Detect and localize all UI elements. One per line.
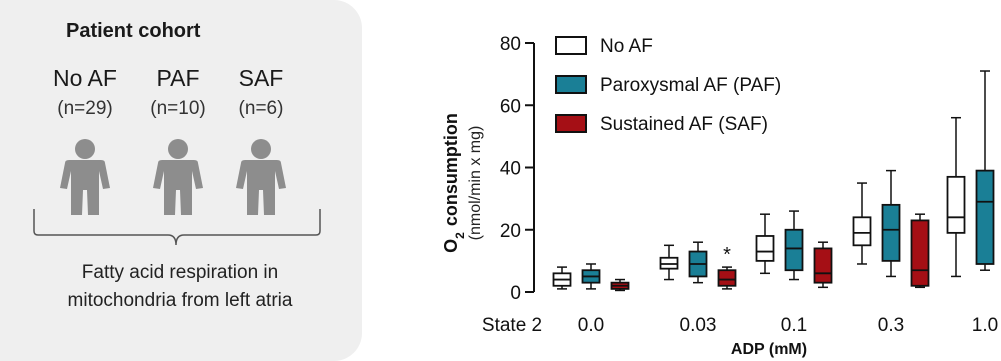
group-count-saf: (n=6) <box>238 98 284 119</box>
y-tick-label: 40 <box>500 159 521 180</box>
significance-mark: * <box>723 244 731 266</box>
box-saf <box>910 213 930 289</box>
box-no_af <box>552 266 572 290</box>
box-no_af <box>659 244 679 281</box>
svg-text:O2consumption: O2 consumption <box>441 113 467 253</box>
legend: No AF Paroxysmal AF (PAF) Sustained AF (SA… <box>555 36 781 135</box>
legend-swatch-no_af <box>555 36 587 55</box>
y-label-units: (nmol/min x mg) <box>467 126 484 241</box>
group-count-no-af: (n=29) <box>57 98 113 119</box>
group-name-no-af: No AF <box>53 65 117 91</box>
box-paf <box>581 263 601 290</box>
x-axis-label: ADP (mM) <box>731 341 807 358</box>
y-tick-label: 80 <box>500 34 521 55</box>
legend-swatch-saf <box>555 114 587 133</box>
caption-line-2: mitochondria from left atria <box>67 290 293 311</box>
box-iqr <box>784 228 804 272</box>
x-tick-label: 0.3 <box>878 315 904 336</box>
box-saf <box>610 278 630 292</box>
box-paf <box>688 241 708 284</box>
group-count-paf: (n=10) <box>150 98 206 119</box>
box-no_af <box>946 116 966 278</box>
x-tick-label: 0.1 <box>781 315 807 336</box>
x-tick-label: State 2 <box>482 315 542 336</box>
box-iqr <box>717 269 737 287</box>
box-iqr <box>881 203 901 262</box>
y-tick-label: 60 <box>500 96 521 117</box>
person-icon <box>60 139 110 215</box>
cohort-title: Patient cohort <box>66 20 201 42</box>
group-name-paf: PAF <box>156 65 200 91</box>
y-axis-label: O2 consumption (nmol/min x mg) <box>441 113 484 253</box>
legend-label-no_af: No AF <box>600 36 653 57</box>
y-label-prefix: O <box>441 239 461 253</box>
box-iqr <box>910 219 930 287</box>
x-tick-label: 0.0 <box>578 315 604 336</box>
cohort-bracket <box>33 209 321 246</box>
legend-label-paf: Paroxysmal AF (PAF) <box>600 75 781 96</box>
person-icon <box>153 139 203 215</box>
box-iqr <box>813 247 833 284</box>
box-iqr <box>946 175 966 234</box>
box-no_af <box>755 213 775 275</box>
patient-cohort-panel: Patient cohort No AF PAF SAF (n=29) (n=1… <box>0 0 362 361</box>
o2-consumption-box-chart: O2 consumption (nmol/min x mg) ADP (mM) 0… <box>441 34 998 358</box>
caption-line-1: Fatty acid respiration in <box>81 262 279 283</box>
box-iqr <box>852 216 872 247</box>
legend-swatch-paf <box>555 75 587 94</box>
box-paf <box>881 169 901 278</box>
x-tick-label: 1.0 <box>972 315 998 336</box>
y-tick-label: 20 <box>500 221 521 242</box>
x-tick-label: 0.03 <box>680 315 717 336</box>
axes: 0 20 40 60 80 State 2 0.0 0.03 0.1 0.3 1.0 <box>482 34 998 336</box>
box-saf <box>813 241 833 289</box>
box-iqr <box>975 169 995 265</box>
person-icon <box>236 139 286 215</box>
box-marks: * <box>552 70 995 292</box>
box-saf <box>717 266 737 290</box>
box-no_af <box>852 182 872 265</box>
y-label-subscript: 2 <box>453 232 467 239</box>
y-label-main: consumption <box>441 113 461 226</box>
box-iqr <box>755 235 775 262</box>
box-paf <box>975 70 995 271</box>
y-tick-label: 0 <box>510 283 521 304</box>
box-paf <box>784 210 804 281</box>
group-name-saf: SAF <box>238 65 284 91</box>
legend-label-saf: Sustained AF (SAF) <box>600 114 768 135</box>
